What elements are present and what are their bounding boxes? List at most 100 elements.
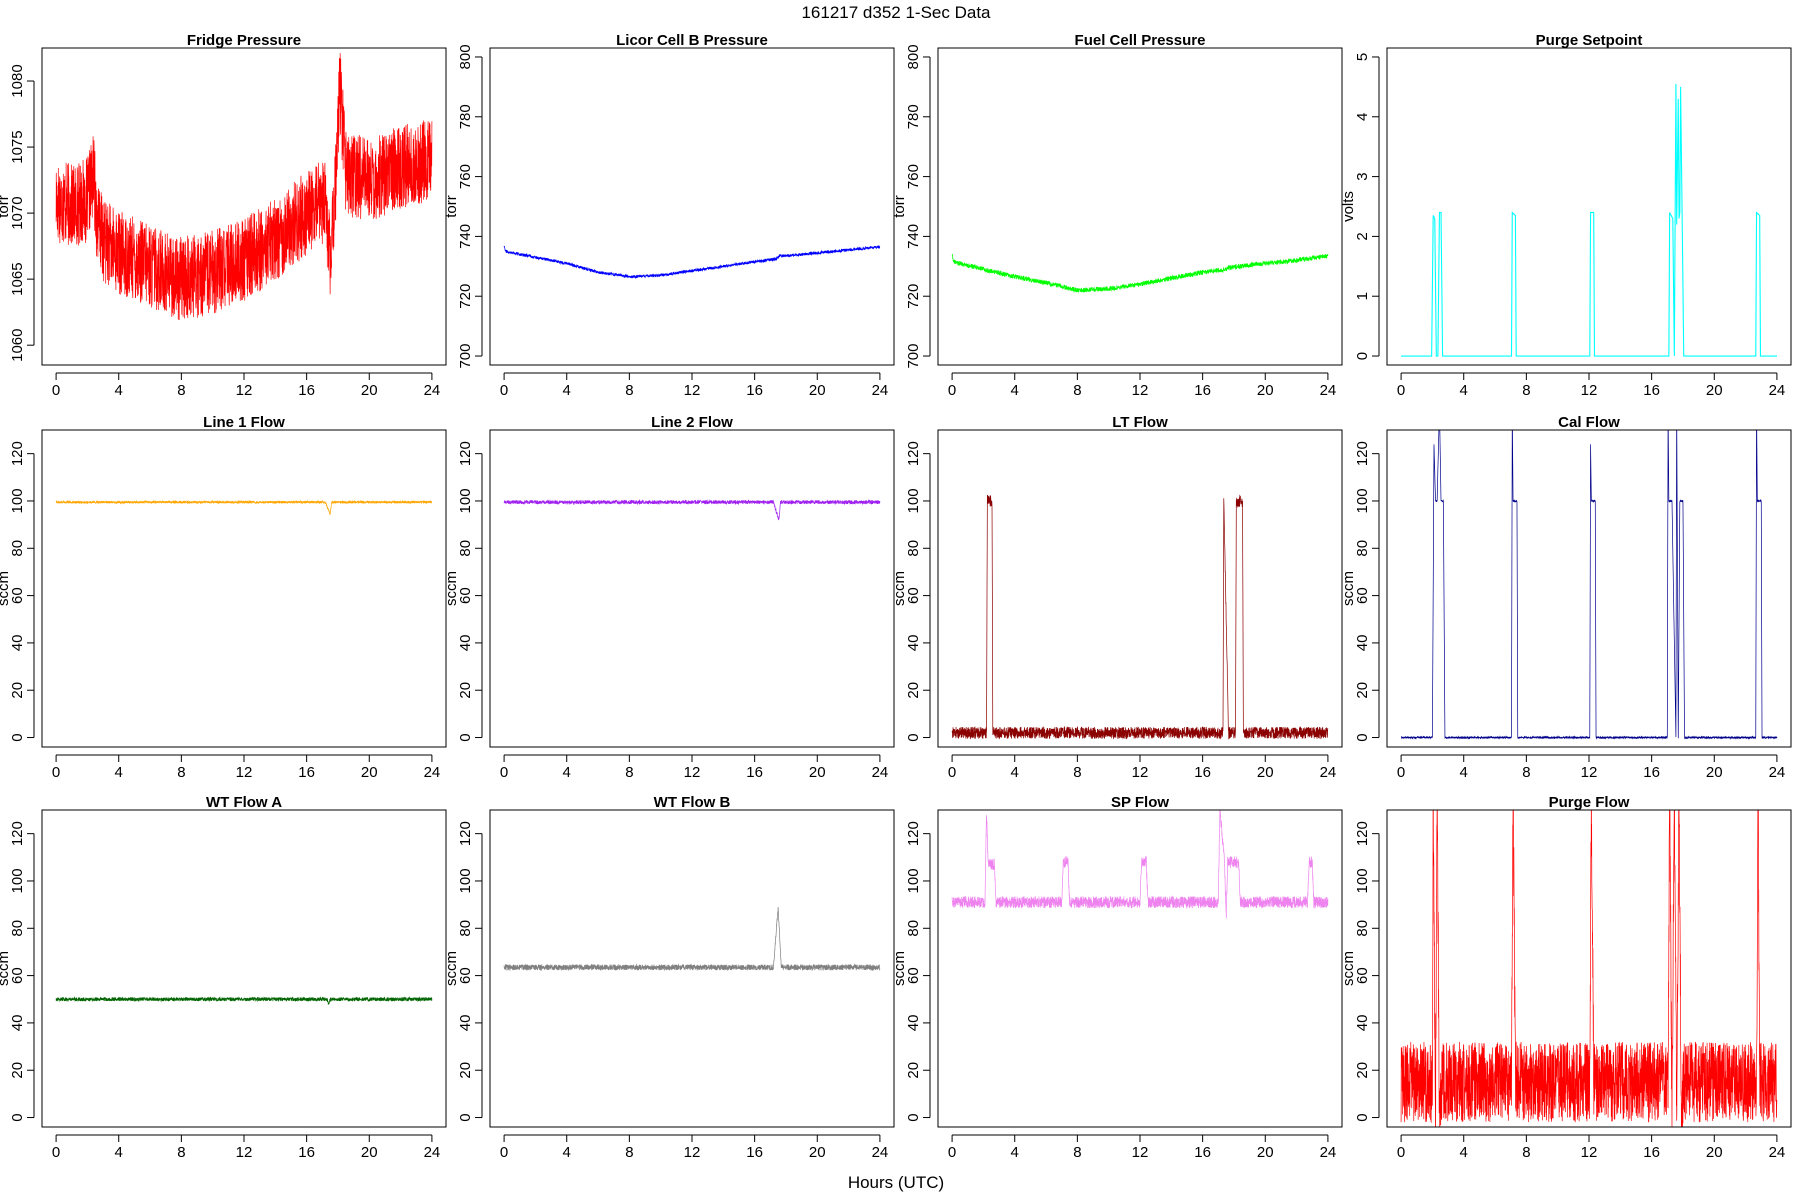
x-tick-label: 4 bbox=[115, 764, 123, 781]
x-tick-label: 0 bbox=[500, 764, 508, 781]
plot-frame bbox=[937, 429, 1343, 748]
panel-title: Purge Setpoint bbox=[1536, 32, 1643, 49]
x-tick-label: 24 bbox=[424, 382, 441, 399]
x-tick-label: 24 bbox=[872, 1144, 889, 1161]
y-tick-label: 80 bbox=[1354, 920, 1371, 937]
y-tick-label: 4 bbox=[1354, 113, 1371, 121]
y-tick-label: 100 bbox=[457, 488, 474, 513]
y-tick-label: 5 bbox=[1354, 53, 1371, 61]
panel-title: Purge Flow bbox=[1549, 794, 1630, 811]
y-axis-label: sccm bbox=[891, 571, 908, 606]
y-axis-label: sccm bbox=[1340, 571, 1357, 606]
panel-12: Purge Flow 0 4 8 12 16 20 24 0 20 40 60 80 100 120 sccm bbox=[1340, 794, 1792, 1161]
panel-11: SP Flow 0 4 8 12 16 20 24 0 20 40 60 80 100 120 sccm bbox=[891, 794, 1343, 1161]
y-axis-label: torr bbox=[0, 195, 12, 218]
x-tick-label: 0 bbox=[1397, 1144, 1405, 1161]
series-line bbox=[1401, 83, 1777, 357]
x-tick-label: 8 bbox=[625, 1144, 633, 1161]
plot-frame bbox=[937, 47, 1343, 366]
panel-5: Line 1 Flow 0 4 8 12 16 20 24 0 20 40 60 80 100 120 scc… bbox=[0, 414, 447, 781]
y-tick-label: 120 bbox=[905, 441, 922, 466]
y-tick-label: 0 bbox=[1354, 733, 1371, 741]
panel-title: Cal Flow bbox=[1558, 414, 1620, 431]
y-tick-label: 80 bbox=[457, 920, 474, 937]
figure-title: 161217 d352 1-Sec Data bbox=[801, 3, 991, 22]
x-tick-label: 24 bbox=[872, 382, 889, 399]
series-line bbox=[55, 53, 433, 320]
y-tick-label: 1070 bbox=[9, 196, 26, 229]
y-tick-label: 20 bbox=[457, 1062, 474, 1079]
x-tick-label: 4 bbox=[1011, 382, 1019, 399]
x-tick-label: 4 bbox=[115, 382, 123, 399]
x-tick-label: 16 bbox=[1643, 1144, 1660, 1161]
x-tick-label: 4 bbox=[563, 764, 571, 781]
panel-title: Line 1 Flow bbox=[203, 414, 285, 431]
y-tick-label: 20 bbox=[9, 1062, 26, 1079]
panel-title: WT Flow B bbox=[654, 794, 731, 811]
plot-frame bbox=[41, 47, 447, 366]
x-tick-label: 16 bbox=[746, 1144, 763, 1161]
x-tick-label: 12 bbox=[1581, 382, 1598, 399]
x-tick-label: 0 bbox=[500, 1144, 508, 1161]
x-tick-label: 8 bbox=[1522, 1144, 1530, 1161]
y-tick-label: 120 bbox=[905, 821, 922, 846]
panel-7: LT Flow 0 4 8 12 16 20 24 0 20 40 60 80 100 120 sccm bbox=[891, 414, 1343, 781]
y-tick-label: 800 bbox=[905, 44, 922, 69]
y-tick-label: 100 bbox=[1354, 868, 1371, 893]
plot-frame bbox=[489, 47, 895, 366]
y-tick-label: 0 bbox=[1354, 1113, 1371, 1121]
x-tick-label: 20 bbox=[1706, 764, 1723, 781]
x-tick-label: 8 bbox=[1073, 382, 1081, 399]
y-tick-label: 740 bbox=[457, 224, 474, 249]
x-tick-label: 12 bbox=[1581, 764, 1598, 781]
panel-title: LT Flow bbox=[1112, 414, 1168, 431]
y-tick-label: 720 bbox=[905, 284, 922, 309]
series-line bbox=[951, 253, 1329, 293]
plot-frame bbox=[1386, 47, 1792, 366]
x-tick-label: 24 bbox=[424, 764, 441, 781]
y-tick-label: 720 bbox=[457, 284, 474, 309]
y-tick-label: 80 bbox=[9, 540, 26, 557]
series-line bbox=[1400, 430, 1778, 740]
x-tick-label: 24 bbox=[1769, 764, 1786, 781]
y-tick-label: 40 bbox=[457, 635, 474, 652]
y-tick-label: 1 bbox=[1354, 292, 1371, 300]
y-tick-label: 3 bbox=[1354, 172, 1371, 180]
panel-title: Licor Cell B Pressure bbox=[616, 32, 768, 49]
x-tick-label: 12 bbox=[684, 1144, 701, 1161]
panel-1: Fridge Pressure 0 4 8 12 16 20 24 1060 1065 1070 10… bbox=[0, 32, 447, 399]
y-tick-label: 20 bbox=[905, 1062, 922, 1079]
x-tick-label: 4 bbox=[1460, 1144, 1468, 1161]
y-tick-label: 40 bbox=[9, 635, 26, 652]
y-axis-label: sccm bbox=[1340, 951, 1357, 986]
x-tick-label: 8 bbox=[1073, 764, 1081, 781]
y-tick-label: 100 bbox=[457, 868, 474, 893]
y-axis-label: sccm bbox=[443, 571, 460, 606]
x-tick-label: 8 bbox=[1073, 1144, 1081, 1161]
plot-frame bbox=[937, 809, 1343, 1128]
y-tick-label: 60 bbox=[9, 587, 26, 604]
series-line bbox=[503, 244, 881, 279]
x-tick-label: 24 bbox=[1320, 764, 1337, 781]
x-tick-label: 16 bbox=[1194, 382, 1211, 399]
y-axis-label: sccm bbox=[0, 571, 12, 606]
x-tick-label: 24 bbox=[1320, 382, 1337, 399]
y-tick-label: 20 bbox=[9, 682, 26, 699]
x-tick-label: 12 bbox=[1581, 1144, 1598, 1161]
y-tick-label: 0 bbox=[905, 733, 922, 741]
y-tick-label: 1060 bbox=[9, 329, 26, 362]
x-tick-label: 24 bbox=[1320, 1144, 1337, 1161]
panel-title: Line 2 Flow bbox=[651, 414, 733, 431]
y-tick-label: 80 bbox=[905, 540, 922, 557]
y-tick-label: 80 bbox=[905, 920, 922, 937]
x-tick-label: 12 bbox=[684, 382, 701, 399]
x-tick-label: 4 bbox=[1011, 764, 1019, 781]
y-tick-label: 120 bbox=[1354, 441, 1371, 466]
y-tick-label: 700 bbox=[905, 344, 922, 369]
figure-xlabel: Hours (UTC) bbox=[848, 1173, 944, 1192]
x-tick-label: 0 bbox=[948, 1144, 956, 1161]
panel-6: Line 2 Flow 0 4 8 12 16 20 24 0 20 40 60 80 100 120 scc… bbox=[443, 414, 895, 781]
x-tick-label: 0 bbox=[1397, 382, 1405, 399]
x-tick-label: 24 bbox=[1769, 1144, 1786, 1161]
